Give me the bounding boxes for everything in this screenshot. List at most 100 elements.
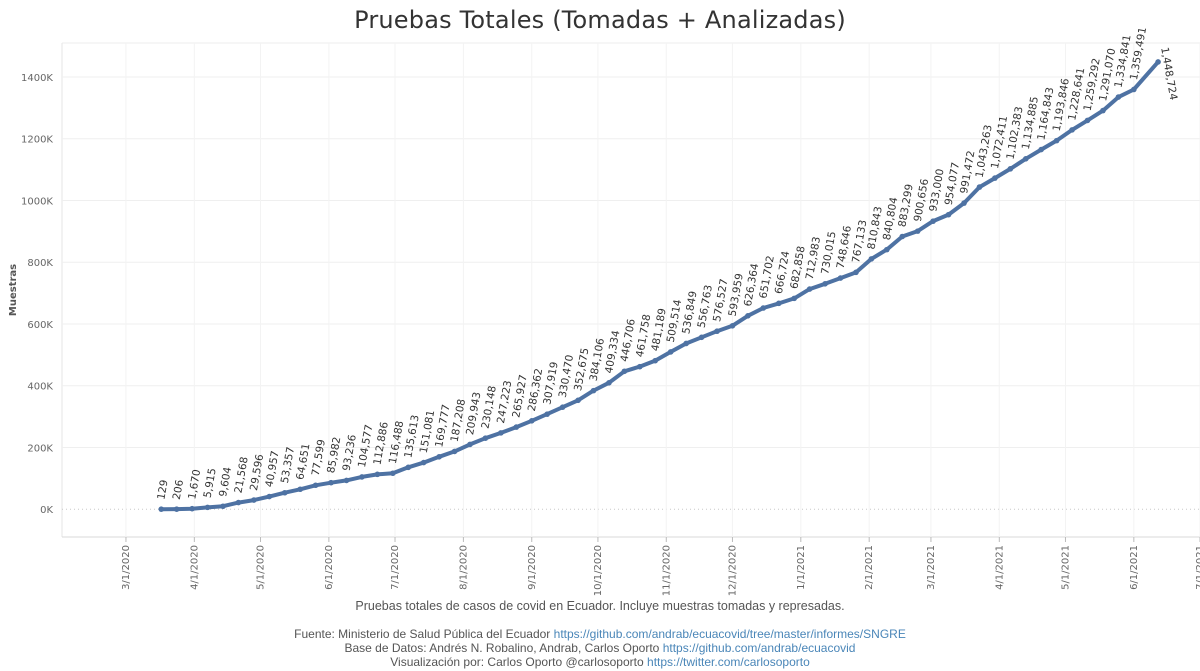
data-point: [1084, 117, 1091, 124]
source-text: Fuente: Ministerio de Salud Pública del …: [294, 627, 551, 641]
data-label: 384,106: [588, 337, 607, 382]
database-link[interactable]: https://github.com/andrab/ecuacovid: [662, 641, 856, 655]
data-point: [544, 411, 550, 417]
y-tick-label: 1200K: [21, 135, 53, 146]
data-point: [745, 313, 751, 319]
data-point: [729, 323, 736, 329]
y-tick-label: 600K: [27, 320, 53, 331]
data-point: [930, 218, 936, 224]
data-label: 307,919: [541, 361, 560, 406]
visualization-text: Visualización por: Carlos Oporto @carlos…: [390, 655, 644, 669]
y-tick-label: 0K: [40, 505, 53, 516]
data-point: [204, 504, 211, 511]
data-point: [266, 493, 273, 500]
data-point: [683, 340, 689, 347]
data-point: [1115, 94, 1122, 100]
visualization-line: Visualización por: Carlos Oporto @carlos…: [0, 655, 1200, 669]
data-point: [1053, 137, 1060, 144]
data-point: [281, 489, 288, 496]
data-point: [390, 470, 396, 477]
x-tick-label: 2/1/2021: [864, 545, 875, 590]
data-point: [899, 233, 906, 240]
data-point: [1069, 127, 1075, 133]
data-point: [637, 363, 643, 370]
x-tick-label: 7/1/2020: [390, 545, 401, 590]
visualization-link[interactable]: https://twitter.com/carlosoporto: [647, 655, 810, 669]
data-point: [359, 474, 365, 480]
x-tick-label: 7/1/2021: [1195, 545, 1200, 590]
x-tick-label: 6/1/2020: [324, 545, 335, 590]
data-label: 129: [155, 479, 170, 501]
data-point: [467, 441, 473, 448]
x-tick-label: 8/1/2020: [458, 545, 469, 590]
data-point: [498, 430, 504, 436]
data-point: [235, 499, 242, 506]
data-label: 209,943: [464, 391, 483, 436]
data-point: [343, 477, 350, 484]
data-point: [528, 417, 535, 424]
x-tick-label: 4/1/2020: [189, 545, 200, 590]
data-point: [1131, 86, 1137, 93]
data-point: [714, 328, 720, 335]
data-point: [220, 503, 226, 510]
data-label: 933,000: [927, 168, 946, 213]
x-tick-label: 10/1/2020: [593, 545, 604, 596]
data-label: 330,470: [557, 354, 576, 399]
data-label: 1,670: [186, 469, 203, 501]
data-label: 187,208: [449, 398, 468, 443]
data-label: 626,364: [742, 262, 761, 307]
data-point: [420, 459, 427, 466]
x-tick-label: 9/1/2020: [527, 545, 538, 590]
line-chart: 0K 200K 400K 600K 800K 1000K 1200K 1400K Muestra…: [8, 26, 1200, 596]
data-point: [1007, 166, 1014, 172]
data-point: [760, 305, 767, 311]
data-point: [1022, 156, 1029, 162]
data-point: [405, 464, 412, 471]
data-point: [251, 497, 257, 503]
data-point: [158, 506, 165, 512]
data-point: [791, 295, 798, 302]
data-label: 509,514: [665, 298, 684, 343]
data-label: 536,849: [680, 290, 699, 335]
x-tick-label: 4/1/2021: [994, 545, 1005, 590]
data-point: [513, 424, 520, 430]
data-point: [482, 435, 489, 441]
y-tick-label: 200K: [27, 443, 53, 454]
y-tick-label: 800K: [27, 258, 53, 269]
data-point: [173, 506, 180, 512]
data-point: [436, 453, 442, 460]
y-tick-label: 1000K: [21, 196, 53, 207]
data-label: 1,448,724: [1158, 46, 1179, 101]
y-tick-label: 400K: [27, 382, 53, 393]
database-text: Base de Datos: Andrés N. Robalino, Andra…: [344, 641, 660, 655]
data-point: [976, 184, 983, 190]
data-label: 556,763: [696, 284, 715, 329]
data-label: 9,604: [217, 466, 234, 498]
series-line: [159, 59, 1161, 512]
source-link[interactable]: https://github.com/andrab/ecuacovid/tree…: [553, 627, 906, 641]
data-point: [1155, 59, 1161, 65]
y-tick-label: 1400K: [21, 73, 53, 84]
data-label: 206: [171, 479, 186, 501]
x-tick-label: 3/1/2021: [926, 545, 937, 590]
data-point: [451, 448, 458, 455]
data-label: 286,362: [526, 367, 545, 412]
data-point: [652, 357, 659, 364]
x-tick-label: 5/1/2021: [1060, 545, 1071, 590]
data-point: [590, 387, 597, 394]
data-point: [621, 368, 628, 375]
data-point: [775, 300, 782, 307]
data-point: [806, 286, 813, 292]
data-point: [698, 334, 705, 341]
data-point: [575, 397, 581, 404]
data-label: 5,915: [202, 467, 219, 499]
data-point: [1038, 146, 1045, 153]
data-point: [606, 380, 612, 386]
x-tick-label: 3/1/2020: [121, 545, 132, 590]
data-point: [374, 471, 381, 478]
data-point: [822, 281, 828, 287]
data-point: [914, 228, 921, 234]
chart-title: Pruebas Totales (Tomadas + Analizadas): [354, 6, 846, 34]
data-point: [992, 175, 998, 181]
data-point: [853, 269, 859, 276]
